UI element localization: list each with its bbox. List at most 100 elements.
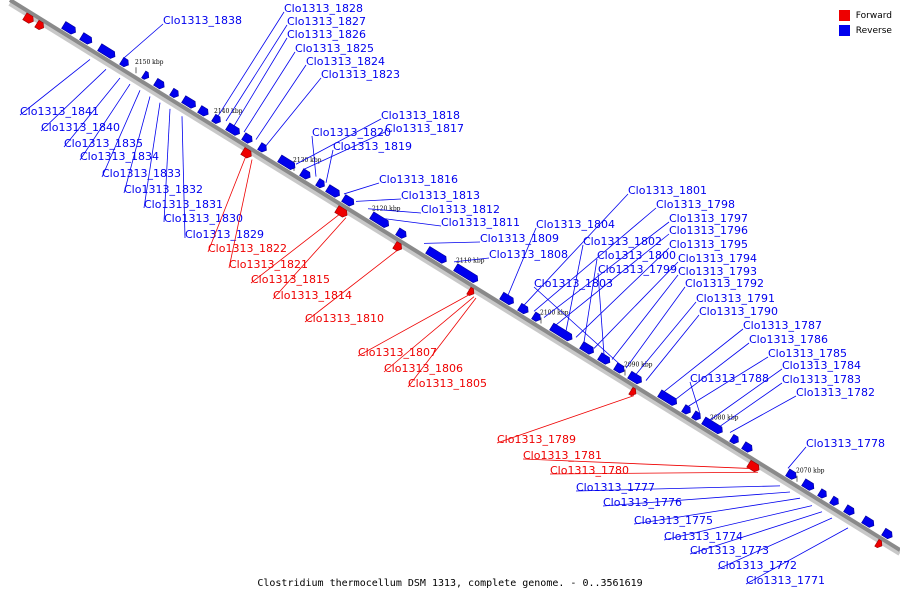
reverse-gene <box>531 311 541 322</box>
gene-label: Clo1313_1816 <box>379 173 458 186</box>
forward-gene <box>746 459 760 473</box>
legend-label-reverse: Reverse <box>855 25 892 36</box>
gene-label: Clo1313_1841 <box>20 105 99 118</box>
reverse-gene <box>277 154 296 171</box>
genome-axis-shadow <box>8 0 900 556</box>
gene-label: Clo1313_1814 <box>273 289 352 302</box>
reverse-gene <box>881 527 893 540</box>
gene-label: Clo1313_1786 <box>749 333 828 346</box>
reverse-gene <box>701 416 723 435</box>
gene-label: Clo1313_1792 <box>685 277 764 290</box>
reverse-gene <box>299 168 311 180</box>
gene-face <box>169 87 179 99</box>
gene-face <box>392 241 402 252</box>
gene-label: Clo1313_1825 <box>295 42 374 55</box>
reverse-swatch <box>838 25 850 36</box>
gene-label: Clo1313_1781 <box>523 449 602 462</box>
gene-face <box>499 291 514 306</box>
gene-label: Clo1313_1823 <box>321 68 400 81</box>
gene-label: Clo1313_1833 <box>102 167 181 180</box>
gene-face <box>657 389 678 406</box>
gene-face <box>369 211 390 228</box>
leader-line <box>593 261 679 349</box>
gene-face <box>119 56 129 68</box>
gene-label: Clo1313_1831 <box>144 198 223 211</box>
gene-face <box>225 122 240 136</box>
gene-label: Clo1313_1821 <box>229 258 308 271</box>
leader-line <box>507 227 537 296</box>
leader-line <box>543 221 670 318</box>
forward-gene <box>874 538 883 549</box>
gene-label: Clo1313_1787 <box>743 319 822 332</box>
tick-label: 2090 kbp <box>624 361 653 368</box>
gene-face <box>801 478 815 491</box>
gene-label: Clo1313_1808 <box>489 248 568 261</box>
gene-label: Clo1313_1775 <box>634 514 713 527</box>
leader-line <box>689 381 701 415</box>
leader-line <box>602 491 791 507</box>
reverse-gene <box>729 433 739 445</box>
leader-line <box>355 198 402 202</box>
gene-label: Clo1313_1832 <box>124 183 203 196</box>
leader-line <box>123 96 151 194</box>
gene-face <box>61 21 76 35</box>
gene-label: Clo1313_1810 <box>305 312 384 325</box>
reverse-gene <box>141 70 150 80</box>
leader-line <box>575 247 670 338</box>
legend: Forward Reverse <box>838 8 892 38</box>
tick-label: 2110 kbp <box>456 258 485 265</box>
reverse-gene <box>325 184 340 198</box>
gene-label: Clo1313_1829 <box>185 228 264 241</box>
reverse-gene <box>197 105 209 117</box>
leader-line <box>163 108 171 223</box>
gene-face <box>627 370 642 385</box>
gene-label: Clo1313_1840 <box>41 121 120 134</box>
leader-line <box>611 274 679 360</box>
reverse-gene <box>453 263 479 284</box>
gene-label: Clo1313_1795 <box>669 238 748 251</box>
gene-face <box>681 404 691 415</box>
reverse-gene <box>613 362 625 374</box>
leader-line <box>243 51 296 133</box>
gene-face <box>277 154 296 171</box>
gene-label: Clo1313_1803 <box>534 277 613 290</box>
gene-label: Clo1313_1778 <box>806 437 885 450</box>
gene-label: Clo1313_1838 <box>163 14 242 27</box>
reverse-gene <box>153 77 165 90</box>
gene-label: Clo1313_1790 <box>699 305 778 318</box>
leader-line <box>207 155 247 253</box>
leader-line <box>555 233 670 326</box>
gene-label: Clo1313_1797 <box>669 212 748 225</box>
leader-line <box>40 69 107 132</box>
gene-label: Clo1313_1785 <box>768 347 847 360</box>
legend-item-reverse: Reverse <box>838 23 892 38</box>
gene-label: Clo1313_1828 <box>284 2 363 15</box>
leader-line <box>383 296 475 373</box>
genome-caption: Clostridium thermocellum DSM 1313, compl… <box>257 578 643 589</box>
leader-line <box>549 471 759 475</box>
gene-face <box>334 205 348 218</box>
tick-label: 2070 kbp <box>796 468 825 475</box>
reverse-gene <box>517 302 529 315</box>
reverse-gene <box>61 21 76 35</box>
reverse-gene <box>681 404 691 415</box>
gene-face <box>597 352 611 365</box>
leader-line <box>181 116 186 239</box>
reverse-gene <box>817 488 827 499</box>
leader-line <box>101 90 141 178</box>
gene-label: Clo1313_1826 <box>287 28 366 41</box>
gene-face <box>79 32 93 45</box>
tick-label: 2140 kbp <box>214 108 243 115</box>
leader-line <box>143 102 161 209</box>
leader-line <box>523 193 629 306</box>
gene-face <box>746 459 760 473</box>
leader-line <box>633 497 801 525</box>
reverse-gene <box>579 341 594 355</box>
reverse-gene <box>79 32 93 45</box>
gene-label: Clo1313_1820 <box>312 126 391 139</box>
gene-label: Clo1313_1777 <box>576 481 655 494</box>
reverse-gene <box>549 322 573 342</box>
gene-face <box>881 527 893 540</box>
